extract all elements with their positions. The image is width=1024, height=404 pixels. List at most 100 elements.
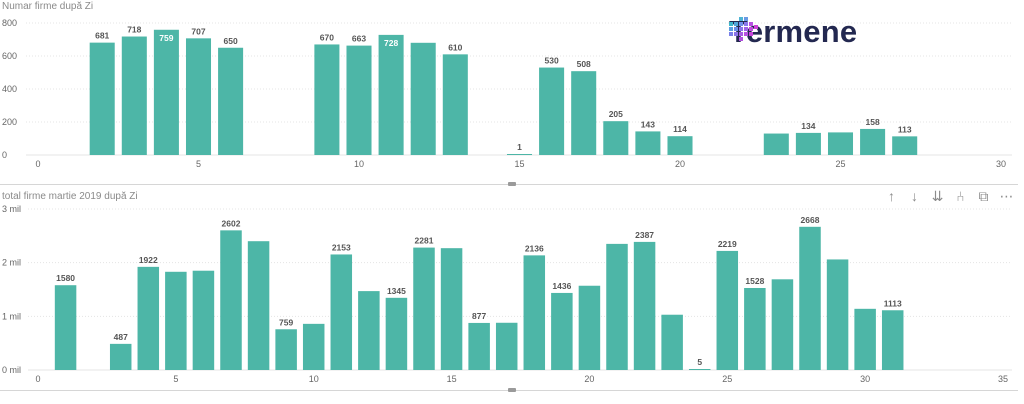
bar[interactable] <box>539 67 565 155</box>
bar[interactable] <box>854 308 876 370</box>
data-label: 2668 <box>801 215 820 225</box>
bar[interactable] <box>109 343 132 370</box>
bar[interactable] <box>89 42 115 156</box>
bar[interactable] <box>440 248 463 370</box>
logo-wordmark: Termene <box>729 14 858 49</box>
bar[interactable] <box>633 241 656 370</box>
bar[interactable] <box>330 254 353 370</box>
data-label: 759 <box>279 317 293 327</box>
bar[interactable] <box>385 297 408 370</box>
resize-handle-bottom[interactable] <box>508 388 516 392</box>
data-label: 1528 <box>745 276 764 286</box>
bar[interactable] <box>606 243 628 370</box>
x-tick-label: 20 <box>584 374 594 384</box>
chart-panel-total-companies-march-2019[interactable]: total firme martie 2019 după Zi 0 mil 1 m… <box>0 188 1024 404</box>
x-tick-label: 0 <box>35 374 40 384</box>
chart-panel-companies-by-day[interactable]: Numar firme după Zi 0 200 400 600 800 0 5 10 15 2… <box>0 0 1024 184</box>
bar-chart-companies-by-day[interactable]: 0 200 400 600 800 0 5 10 15 20 25 30 681 718 759 707 650… <box>0 0 1024 184</box>
bar[interactable] <box>881 310 904 370</box>
drill-up-icon[interactable]: ↑ <box>888 188 895 204</box>
bar[interactable] <box>346 45 372 156</box>
data-label: 2602 <box>222 218 241 228</box>
bar[interactable] <box>716 250 739 370</box>
data-label: 143 <box>641 119 655 129</box>
x-tick-label: 5 <box>173 374 178 384</box>
data-label: 2153 <box>332 242 351 252</box>
bar[interactable] <box>413 247 435 370</box>
x-tick-label: 25 <box>835 159 845 169</box>
bar[interactable] <box>744 287 766 370</box>
bar[interactable] <box>667 136 693 155</box>
bar[interactable] <box>523 255 546 370</box>
y-tick-label: 2 mil <box>2 258 21 268</box>
bar[interactable] <box>442 54 468 155</box>
data-label: 5 <box>697 357 702 367</box>
bar[interactable] <box>137 266 160 370</box>
bar[interactable] <box>635 131 661 155</box>
y-tick-label: 400 <box>2 84 17 94</box>
data-label: 681 <box>95 31 109 41</box>
expand-all-icon[interactable]: ⇊ <box>931 187 944 204</box>
bar[interactable] <box>892 136 918 155</box>
data-label: 718 <box>127 25 141 35</box>
termene-logo: Termene <box>729 14 857 50</box>
bar[interactable] <box>410 42 436 155</box>
expand-hierarchy-icon[interactable]: ⑃ <box>956 188 965 204</box>
data-label: 670 <box>320 32 334 42</box>
bar[interactable] <box>378 34 404 155</box>
bar[interactable] <box>827 132 854 155</box>
bar[interactable] <box>771 279 794 370</box>
bar[interactable] <box>860 128 886 155</box>
bar[interactable] <box>551 292 573 370</box>
data-label: 1580 <box>56 273 75 283</box>
logo-mark-icon <box>729 17 758 41</box>
bar[interactable] <box>165 271 187 370</box>
bar[interactable] <box>826 259 849 370</box>
bar[interactable] <box>468 322 490 370</box>
bar[interactable] <box>358 291 380 370</box>
bar[interactable] <box>603 121 629 155</box>
drill-down-icon[interactable]: ↓ <box>911 188 918 204</box>
bar[interactable] <box>218 47 244 155</box>
more-options-icon[interactable]: ⋯ <box>999 187 1014 204</box>
y-tick-label: 0 <box>2 150 7 160</box>
data-label: 1113 <box>884 298 902 308</box>
focus-mode-icon[interactable]: ⧉ <box>978 187 989 204</box>
bar[interactable] <box>121 36 147 155</box>
bar[interactable] <box>192 270 215 370</box>
data-label: 2281 <box>415 236 434 246</box>
bar[interactable] <box>275 329 297 370</box>
data-label: 1 <box>517 142 522 152</box>
bar[interactable] <box>495 322 518 370</box>
y-tick-label: 600 <box>2 51 17 61</box>
resize-handle-top[interactable] <box>508 182 516 186</box>
data-label: 2136 <box>525 243 544 253</box>
data-label: 113 <box>898 124 912 134</box>
x-tick-label: 30 <box>996 159 1006 169</box>
bar[interactable] <box>54 285 77 370</box>
data-label: 1922 <box>139 255 158 265</box>
bar[interactable] <box>153 29 179 155</box>
bar[interactable] <box>661 314 683 370</box>
bar[interactable] <box>185 38 212 155</box>
data-label: 877 <box>472 311 486 321</box>
data-label: 205 <box>609 109 623 119</box>
bar[interactable] <box>571 71 597 155</box>
bar[interactable] <box>247 241 270 370</box>
x-tick-label: 35 <box>998 374 1008 384</box>
chart-title: total firme martie 2019 după Zi <box>2 191 138 202</box>
bar[interactable] <box>314 44 340 156</box>
data-label: 663 <box>352 34 366 44</box>
bar[interactable] <box>506 154 533 155</box>
bar[interactable] <box>302 323 325 370</box>
x-tick-label: 25 <box>722 374 732 384</box>
bar[interactable] <box>220 230 242 370</box>
x-tick-label: 10 <box>309 374 319 384</box>
bar[interactable] <box>795 132 821 155</box>
bar[interactable] <box>763 133 789 155</box>
bar[interactable] <box>688 369 711 370</box>
bar[interactable] <box>578 285 601 370</box>
bar[interactable] <box>799 226 821 370</box>
bar-chart-total-companies-march-2019[interactable]: 0 mil 1 mil 2 mil 3 mil 0 5 10 15 20 25 30 35 1580 48… <box>0 188 1024 404</box>
x-tick-label: 20 <box>675 159 685 169</box>
